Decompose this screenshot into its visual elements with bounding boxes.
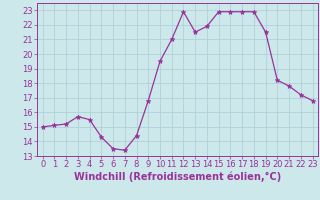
X-axis label: Windchill (Refroidissement éolien,°C): Windchill (Refroidissement éolien,°C) xyxy=(74,172,281,182)
